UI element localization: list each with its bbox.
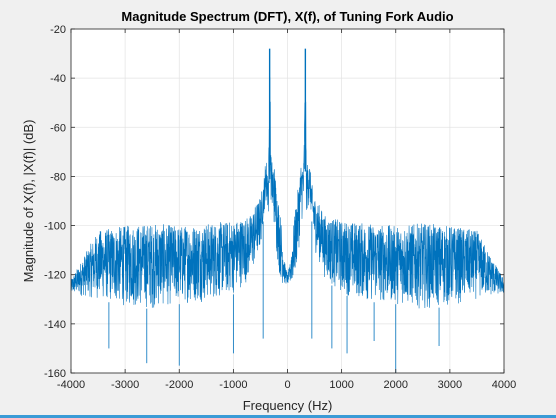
y-tick-label: -20 [50,24,66,36]
y-tick-label: -160 [44,368,66,380]
y-tick-label: -100 [44,221,66,233]
spectrum-line [71,75,504,309]
plot-clip-group [71,48,504,373]
x-tick-label: 0 [284,379,290,391]
x-tick-label: -2000 [165,379,193,391]
x-tick-label: 1000 [329,379,353,391]
y-tick-label: -40 [50,73,66,85]
x-tick-label: 4000 [492,379,516,391]
chart-title: Magnitude Spectrum (DFT), X(f), of Tunin… [121,9,453,24]
spectrum-series [71,48,504,373]
window-bottom-border [0,415,556,418]
x-tick-label: 3000 [438,379,462,391]
axis-ticks: -4000 -3000 -2000 -1000 0 1000 2000 3000 4000 -20… [44,24,516,391]
x-tick-label: 2000 [384,379,408,391]
y-axis-label: Magnitude of X(f), |X(f)| (dB) [21,120,36,283]
x-tick-label: -4000 [57,379,85,391]
x-tick-label: -1000 [219,379,247,391]
y-tick-label: -60 [50,122,66,134]
y-tick-label: -140 [44,319,66,331]
y-tick-label: -80 [50,171,66,183]
x-tick-label: -3000 [111,379,139,391]
x-axis-label: Frequency (Hz) [243,398,333,413]
y-tick-label: -120 [44,270,66,282]
